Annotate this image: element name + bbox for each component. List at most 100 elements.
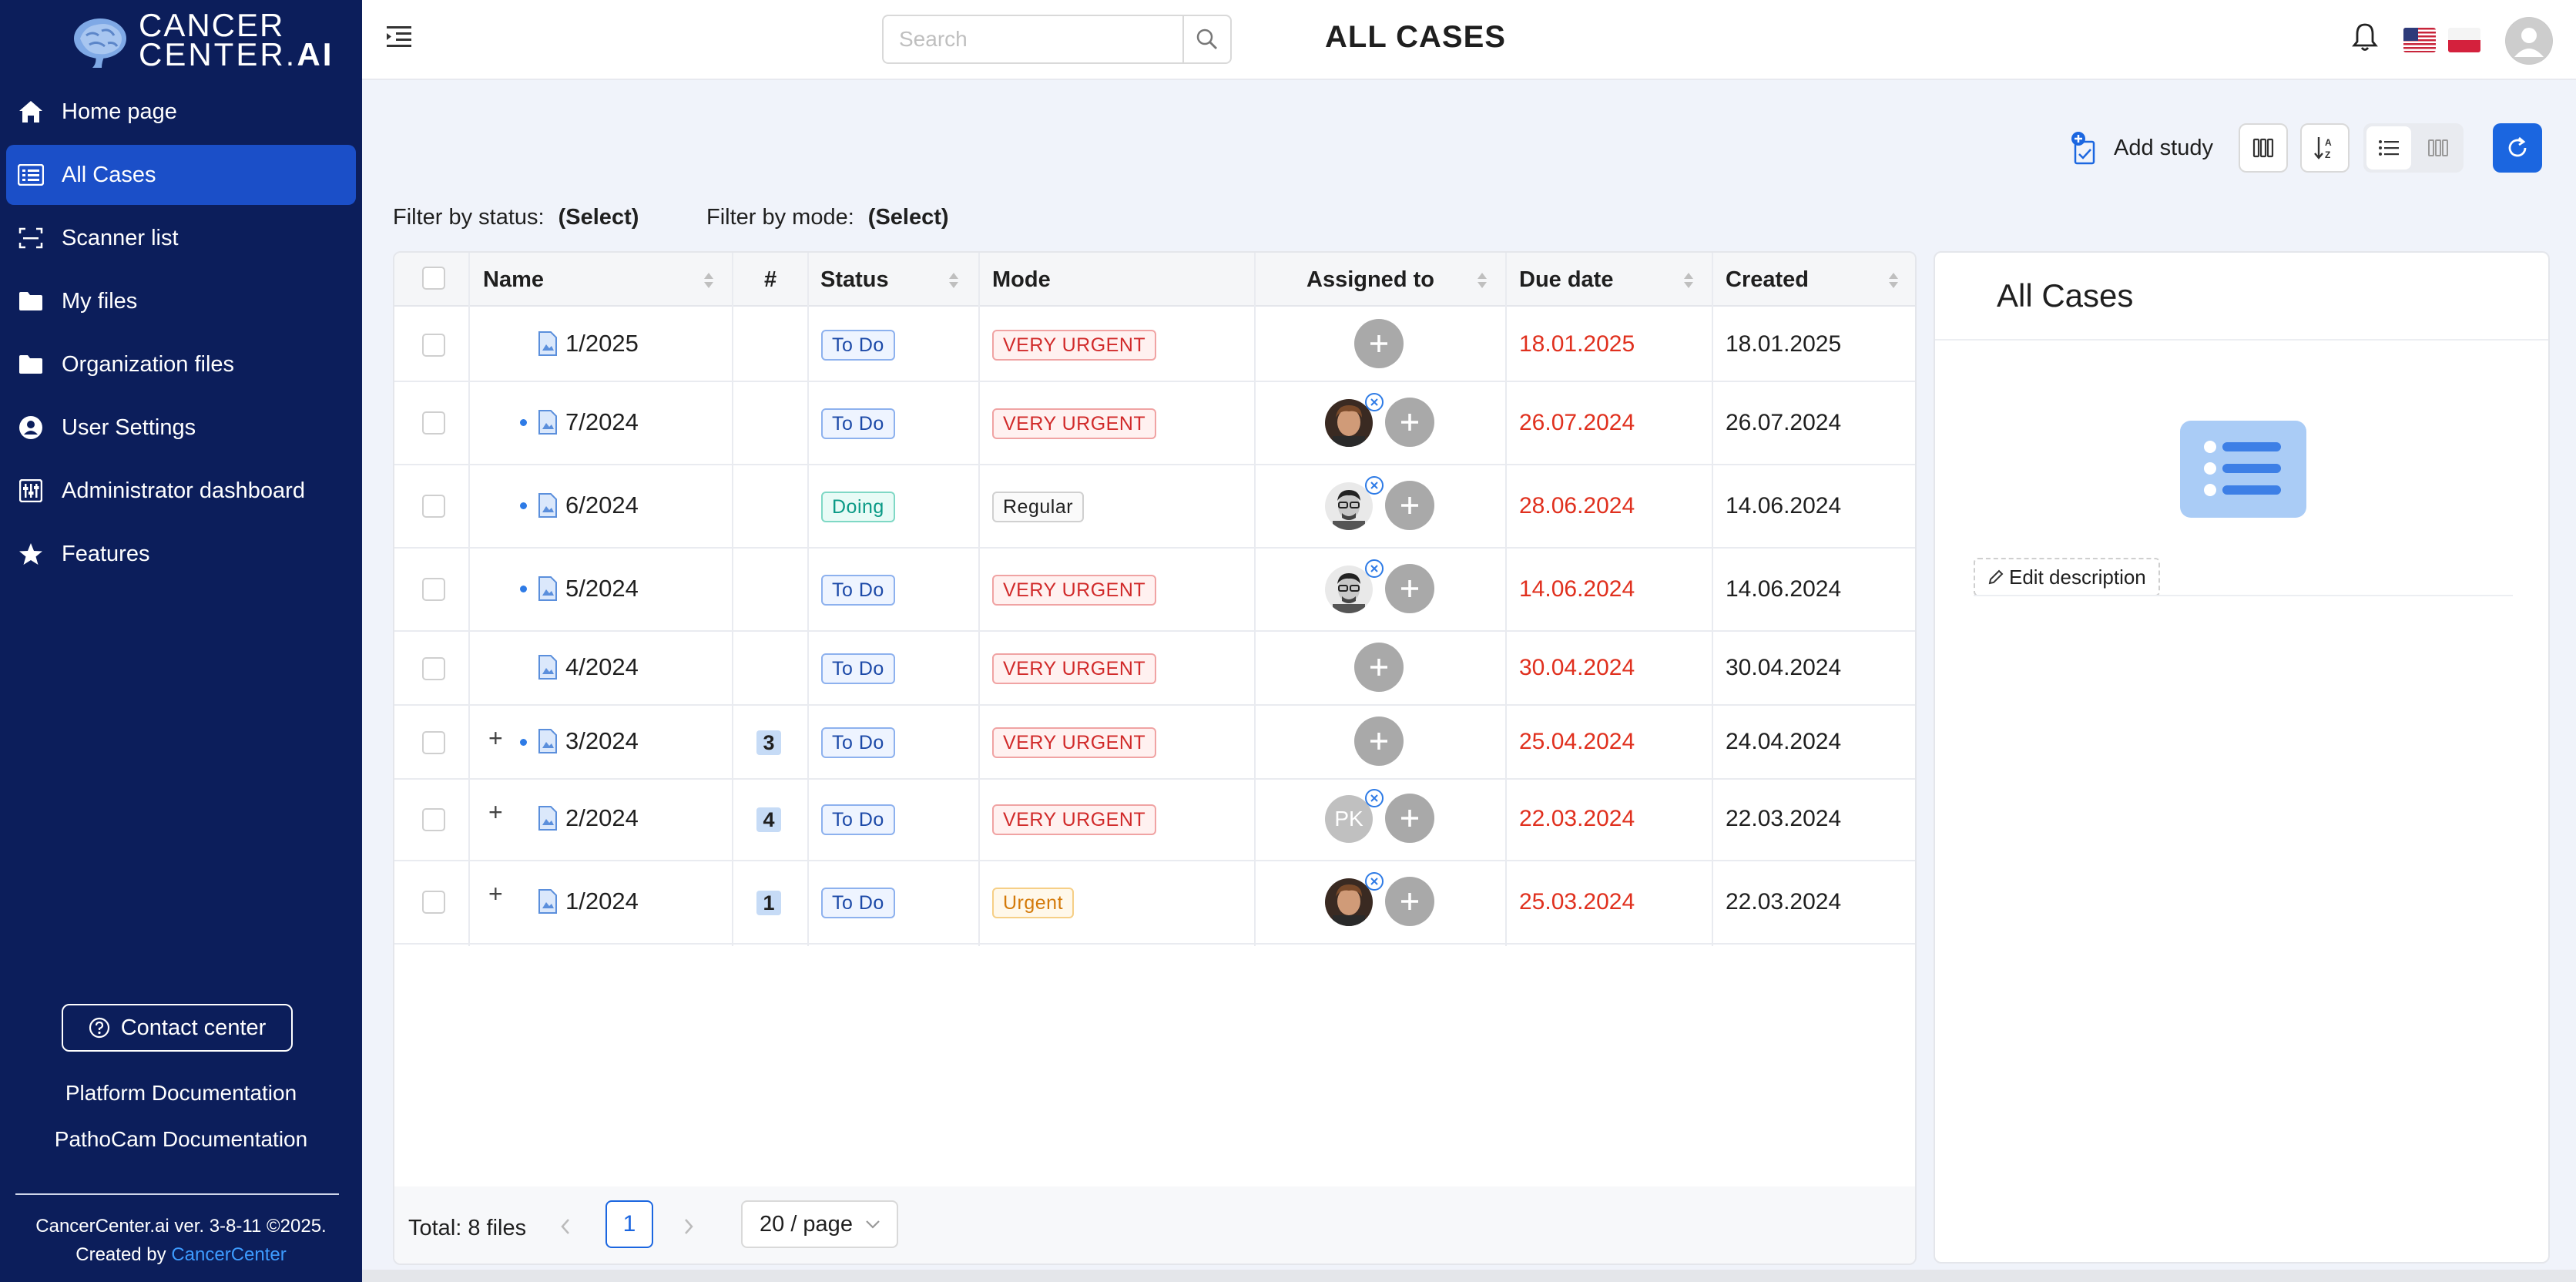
home-icon bbox=[17, 98, 45, 126]
remove-assignee-icon[interactable] bbox=[1365, 559, 1384, 578]
column-header-assigned[interactable]: Assigned to bbox=[1306, 267, 1434, 292]
language-pl-flag-icon[interactable] bbox=[2448, 28, 2480, 52]
assign-user-button[interactable] bbox=[1354, 717, 1404, 766]
remove-assignee-icon[interactable] bbox=[1365, 789, 1384, 807]
sidebar-item-admin-dashboard[interactable]: Administrator dashboard bbox=[6, 461, 356, 521]
sort-icon[interactable] bbox=[1682, 271, 1695, 290]
platform-documentation-link[interactable]: Platform Documentation bbox=[65, 1081, 297, 1105]
assign-user-button[interactable] bbox=[1354, 319, 1404, 368]
case-name[interactable]: 3/2024 bbox=[538, 727, 639, 755]
add-study-button[interactable]: Add study bbox=[2071, 125, 2213, 171]
sort-icon[interactable] bbox=[948, 271, 960, 290]
page-size-select[interactable]: 20 / page bbox=[741, 1200, 898, 1248]
sort-icon[interactable] bbox=[703, 271, 715, 290]
assign-user-button[interactable] bbox=[1385, 564, 1434, 613]
select-all-checkbox[interactable] bbox=[422, 267, 445, 290]
column-header-name[interactable]: Name bbox=[483, 267, 544, 292]
list-view-button[interactable] bbox=[2366, 126, 2411, 169]
sort-icon[interactable] bbox=[1887, 271, 1900, 290]
case-name[interactable]: 1/2024 bbox=[538, 888, 639, 915]
page-number[interactable]: 1 bbox=[605, 1200, 653, 1248]
contact-center-label: Contact center bbox=[120, 1015, 267, 1040]
assign-user-button[interactable] bbox=[1385, 398, 1434, 447]
table-row[interactable]: + 3/2024 3 To Do VERY URGENT 25.04.2024 … bbox=[394, 706, 1915, 780]
user-avatar[interactable] bbox=[2505, 17, 2553, 65]
assign-user-button[interactable] bbox=[1385, 794, 1434, 843]
assignee-avatar[interactable]: PK bbox=[1325, 795, 1373, 843]
sidebar-item-label: Home page bbox=[62, 99, 177, 124]
row-checkbox[interactable] bbox=[422, 891, 445, 914]
status-filter-select[interactable]: (Select) bbox=[558, 205, 639, 230]
table-row[interactable]: 4/2024 To Do VERY URGENT 30.04.2024 30.0… bbox=[394, 632, 1915, 706]
case-name[interactable]: 6/2024 bbox=[538, 492, 639, 519]
board-view-button[interactable] bbox=[2416, 126, 2460, 169]
table-row[interactable]: + 2/2024 4 To Do VERY URGENT PK 22.03.20… bbox=[394, 780, 1915, 861]
expand-row-icon[interactable]: + bbox=[488, 724, 503, 752]
unread-dot bbox=[520, 586, 527, 592]
table-row[interactable]: 5/2024 To Do VERY URGENT 14.06.2024 14.0… bbox=[394, 549, 1915, 632]
column-header-due-date[interactable]: Due date bbox=[1519, 267, 1614, 292]
table-row[interactable]: 1/2025 To Do VERY URGENT 18.01.2025 18.0… bbox=[394, 308, 1915, 382]
row-checkbox[interactable] bbox=[422, 657, 445, 680]
edit-description-button[interactable]: Edit description bbox=[1974, 558, 2160, 596]
next-page-icon[interactable] bbox=[683, 1217, 695, 1236]
search-input[interactable] bbox=[882, 15, 1182, 64]
assignee-avatar[interactable] bbox=[1325, 399, 1373, 447]
row-checkbox[interactable] bbox=[422, 578, 445, 601]
sidebar-item-my-files[interactable]: My files bbox=[6, 271, 356, 331]
assignee-avatar[interactable] bbox=[1325, 482, 1373, 530]
sidebar-item-user-settings[interactable]: User Settings bbox=[6, 398, 356, 458]
menu-toggle-icon[interactable] bbox=[385, 23, 416, 54]
row-checkbox[interactable] bbox=[422, 731, 445, 754]
app-logo[interactable]: CANCER CENTER.AI bbox=[69, 8, 334, 72]
sort-icon[interactable] bbox=[1476, 271, 1488, 290]
remove-assignee-icon[interactable] bbox=[1365, 393, 1384, 411]
remove-assignee-icon[interactable] bbox=[1365, 476, 1384, 495]
notifications-bell-icon[interactable] bbox=[2351, 22, 2380, 52]
assignee-avatar[interactable] bbox=[1325, 878, 1373, 926]
sidebar-item-home[interactable]: Home page bbox=[6, 82, 356, 142]
expand-row-icon[interactable]: + bbox=[488, 798, 503, 826]
unread-dot bbox=[520, 739, 527, 746]
cancercenter-link[interactable]: CancerCenter bbox=[171, 1244, 287, 1265]
column-header-mode: Mode bbox=[992, 267, 1051, 292]
search-button[interactable] bbox=[1182, 15, 1232, 64]
sidebar-item-features[interactable]: Features bbox=[6, 524, 356, 584]
table-row[interactable]: + 1/2024 1 To Do Urgent 25.03.2024 22.03… bbox=[394, 861, 1915, 945]
sidebar-item-organization-files[interactable]: Organization files bbox=[6, 334, 356, 394]
remove-assignee-icon[interactable] bbox=[1365, 872, 1384, 891]
columns-button[interactable] bbox=[2239, 123, 2288, 173]
row-checkbox[interactable] bbox=[422, 411, 445, 435]
assignee-avatar[interactable] bbox=[1325, 565, 1373, 613]
created-date: 26.07.2024 bbox=[1726, 410, 1842, 435]
row-checkbox[interactable] bbox=[422, 495, 445, 518]
created-date: 24.04.2024 bbox=[1726, 729, 1842, 754]
case-name[interactable]: 2/2024 bbox=[538, 804, 639, 832]
table-row[interactable]: 7/2024 To Do VERY URGENT 26.07.2024 26.0… bbox=[394, 382, 1915, 465]
assign-user-button[interactable] bbox=[1354, 643, 1404, 692]
prev-page-icon[interactable] bbox=[559, 1217, 572, 1236]
refresh-button[interactable] bbox=[2493, 123, 2542, 173]
case-name[interactable]: 7/2024 bbox=[538, 408, 639, 436]
assign-user-button[interactable] bbox=[1385, 481, 1434, 530]
assign-user-button[interactable] bbox=[1385, 877, 1434, 926]
case-name[interactable]: 1/2025 bbox=[538, 330, 639, 357]
table-row[interactable]: 6/2024 Doing Regular 28.06.2024 14.06.20… bbox=[394, 465, 1915, 549]
contact-center-button[interactable]: Contact center bbox=[62, 1004, 293, 1052]
column-header-status[interactable]: Status bbox=[820, 267, 889, 292]
pathocam-documentation-link[interactable]: PathoCam Documentation bbox=[54, 1127, 308, 1151]
case-name[interactable]: 4/2024 bbox=[538, 653, 639, 681]
case-name[interactable]: 5/2024 bbox=[538, 575, 639, 602]
row-checkbox[interactable] bbox=[422, 334, 445, 357]
expand-row-icon[interactable]: + bbox=[488, 880, 503, 908]
sidebar-item-all-cases[interactable]: All Cases bbox=[6, 145, 356, 205]
created-by-text: Created by CancerCenter bbox=[75, 1244, 287, 1265]
table-footer: Total: 8 files 1 20 / page bbox=[394, 1186, 1915, 1264]
mode-filter-select[interactable]: (Select) bbox=[867, 205, 949, 230]
language-en-flag-icon[interactable] bbox=[2403, 28, 2436, 52]
sidebar-item-label: Scanner list bbox=[62, 225, 179, 250]
column-header-created[interactable]: Created bbox=[1726, 267, 1809, 292]
row-checkbox[interactable] bbox=[422, 808, 445, 831]
sidebar-item-scanner-list[interactable]: Scanner list bbox=[6, 208, 356, 268]
